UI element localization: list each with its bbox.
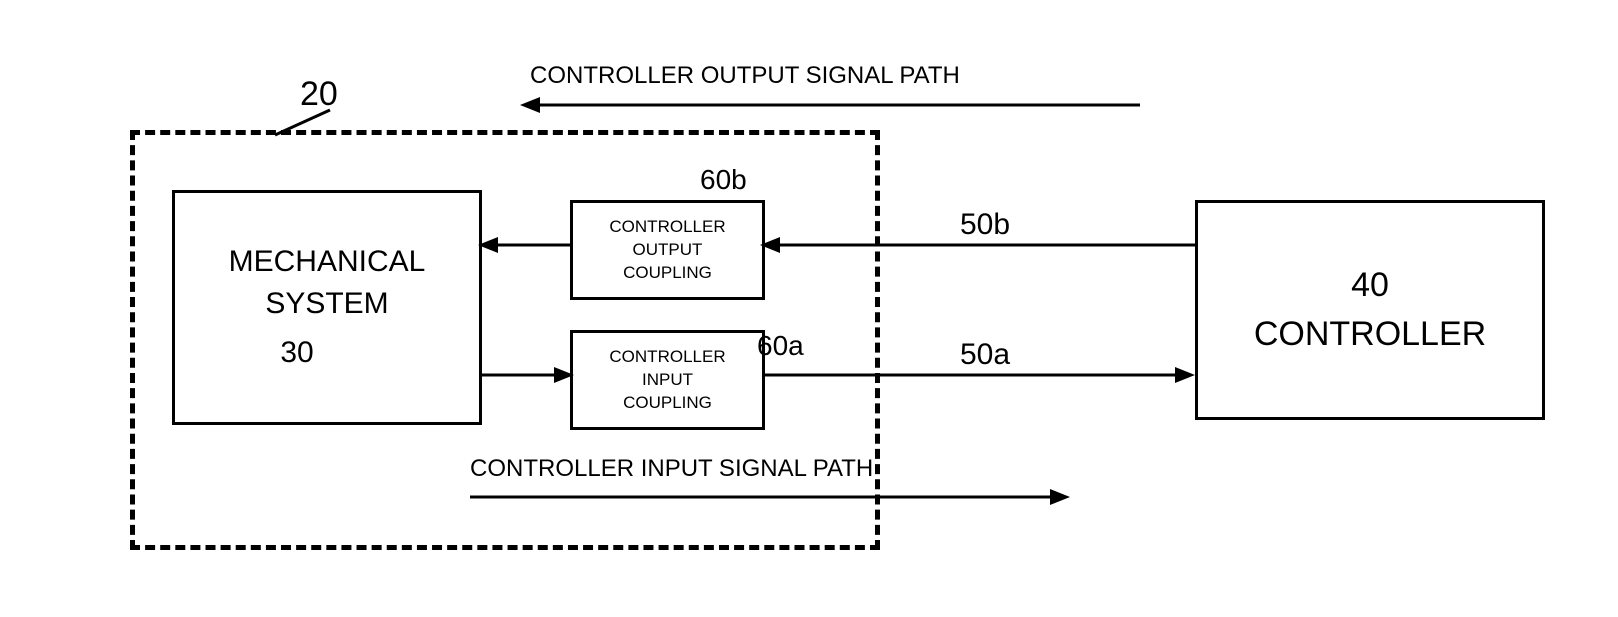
block-diagram: 20 MECHANICAL SYSTEM 30 40 CONTROLLER CO… (0, 0, 1618, 617)
output-path-label: CONTROLLER OUTPUT SIGNAL PATH (530, 62, 960, 90)
arrow-50b (760, 235, 1200, 255)
arrow-mech-to-incoupling (478, 365, 574, 385)
input-path-arrow (460, 487, 1070, 507)
input-coupling-l3: COUPLING (623, 393, 712, 413)
mechanical-system-label2: SYSTEM (265, 287, 388, 321)
arrow-50a (760, 365, 1200, 385)
input-coupling-block: CONTROLLER INPUT COUPLING (570, 330, 765, 430)
ref-60b: 60b (700, 164, 747, 196)
output-coupling-l2: OUTPUT (633, 240, 703, 260)
mechanical-system-label1: MECHANICAL (229, 245, 426, 279)
controller-block: 40 CONTROLLER (1195, 200, 1545, 420)
input-coupling-l1: CONTROLLER (609, 347, 725, 367)
mechanical-system-block: MECHANICAL SYSTEM 30 (172, 190, 482, 425)
leader-20 (270, 105, 350, 140)
arrow-outcoupling-to-mech (478, 235, 574, 255)
output-coupling-block: CONTROLLER OUTPUT COUPLING (570, 200, 765, 300)
ref-30: 30 (280, 336, 313, 370)
controller-label: CONTROLLER (1254, 315, 1486, 354)
output-coupling-l3: COUPLING (623, 263, 712, 283)
output-path-arrow (520, 95, 1150, 115)
input-path-label: CONTROLLER INPUT SIGNAL PATH (470, 455, 873, 483)
ref-40: 40 (1351, 266, 1389, 305)
input-coupling-l2: INPUT (642, 370, 693, 390)
output-coupling-l1: CONTROLLER (609, 217, 725, 237)
ref-60a: 60a (757, 330, 804, 362)
